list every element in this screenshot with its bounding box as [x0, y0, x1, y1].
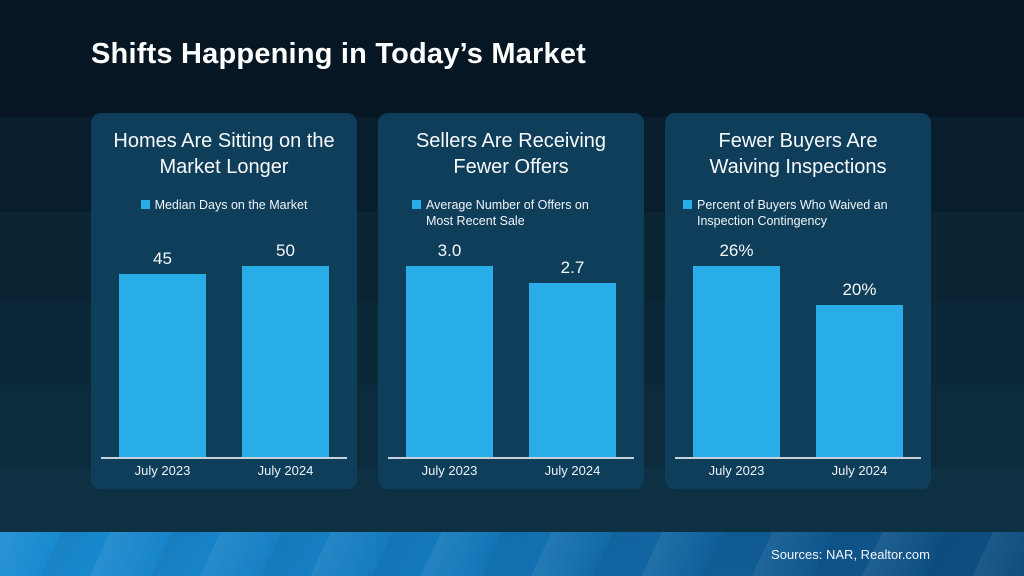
- legend-label: Median Days on the Market: [154, 197, 308, 212]
- footer-band: Sources: NAR, Realtor.com: [0, 532, 1024, 576]
- chart-legend: Average Number of Offers on Most Recent …: [386, 196, 636, 229]
- legend-square-icon: [140, 199, 150, 209]
- x-axis-tick-label: July 2023: [134, 463, 191, 478]
- panel-title: Fewer Buyers Are Waiving Inspections: [709, 130, 887, 179]
- bar-value-label: 20%: [842, 280, 877, 300]
- panel-fewer-offers: Sellers Are Receiving Fewer Offers Avera…: [378, 113, 644, 489]
- x-axis-line: [388, 457, 634, 459]
- bar-value-label: 26%: [719, 241, 754, 260]
- chart-legend: Percent of Buyers Who Waived an Inspecti…: [673, 196, 923, 229]
- x-axis-line: [101, 457, 347, 459]
- bar: [119, 273, 206, 457]
- panel-waiving-inspections: Fewer Buyers Are Waiving Inspections Per…: [665, 113, 931, 489]
- x-axis-tick-label: July 2023: [421, 463, 478, 478]
- bar: [529, 282, 616, 457]
- bar: [406, 266, 493, 457]
- panel-title: Sellers Are Receiving Fewer Offers: [415, 130, 607, 179]
- x-axis-line: [675, 457, 921, 459]
- chart-legend: Median Days on the Market: [99, 196, 349, 214]
- bar-chart: 3.0 2.7 July 2023 July 2024: [386, 241, 636, 483]
- bar-value-label: 3.0: [437, 241, 462, 260]
- bar-chart: 26% 20% July 2023 July 2024: [673, 241, 923, 483]
- legend-label: Percent of Buyers Who Waived an Inspecti…: [697, 197, 888, 228]
- source-note: Sources: NAR, Realtor.com: [771, 546, 930, 562]
- bar: [693, 266, 780, 457]
- bar: [242, 266, 329, 457]
- legend-label: Average Number of Offers on Most Recent …: [426, 197, 589, 228]
- legend-square-icon: [683, 199, 692, 209]
- x-axis-tick-label: July 2024: [831, 463, 888, 478]
- bar: [816, 305, 903, 457]
- x-axis-tick-label: July 2024: [544, 463, 601, 478]
- bar-value-label: 45: [153, 248, 172, 268]
- bar-chart: 45 50 July 2023 July 2024: [99, 241, 349, 483]
- slide-title: Shifts Happening in Today’s Market: [91, 38, 587, 70]
- panel-title: Homes Are Sitting on the Market Longer: [113, 130, 335, 179]
- bar-value-label: 2.7: [560, 257, 585, 277]
- x-axis-tick-label: July 2024: [257, 463, 314, 478]
- chart-panels-row: Homes Are Sitting on the Market Longer M…: [91, 113, 931, 489]
- legend-square-icon: [412, 199, 421, 209]
- x-axis-tick-label: July 2023: [708, 463, 765, 478]
- bar-value-label: 50: [276, 241, 295, 260]
- panel-days-on-market: Homes Are Sitting on the Market Longer M…: [91, 113, 357, 489]
